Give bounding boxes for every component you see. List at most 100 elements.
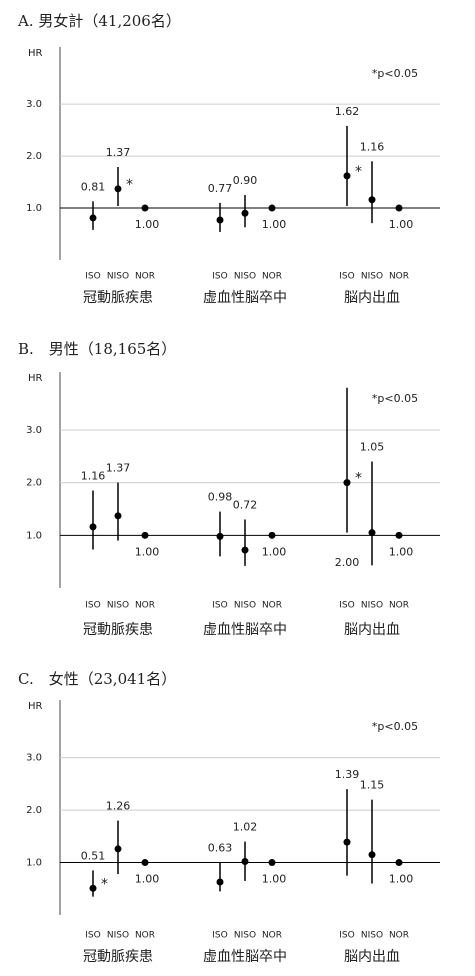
point — [268, 531, 276, 539]
point — [395, 204, 403, 212]
category-label: NOR — [262, 601, 282, 611]
category-label: NISO — [107, 272, 129, 282]
group-label: 脳内出血 — [344, 290, 400, 306]
value-label: 1.16 — [81, 470, 106, 483]
category-label: NOR — [389, 601, 409, 611]
point — [241, 858, 249, 866]
category-label: NOR — [135, 931, 155, 941]
point — [89, 214, 97, 222]
value-label: 1.37 — [106, 146, 131, 159]
category-label: NISO — [234, 272, 256, 282]
significance-mark: * — [126, 177, 133, 193]
significance-mark: * — [355, 471, 362, 487]
value-label: 1.02 — [233, 821, 258, 834]
value-label: 0.81 — [81, 180, 106, 193]
value-label: 0.77 — [208, 182, 233, 195]
y-tick-label: 1.0 — [26, 858, 42, 869]
y-axis-label: HR — [28, 701, 43, 712]
point — [241, 209, 249, 217]
value-label: 1.00 — [135, 873, 160, 886]
group-label: 冠動脈疾患 — [83, 290, 153, 306]
panel-title: B. 男性（18,165名） — [18, 340, 176, 358]
y-tick-label: 3.0 — [26, 753, 42, 764]
point — [89, 884, 97, 892]
category-label: ISO — [339, 931, 354, 941]
y-axis-label: HR — [28, 373, 43, 384]
category-label: ISO — [85, 272, 100, 282]
point — [114, 512, 122, 520]
category-label: ISO — [85, 601, 100, 611]
category-label: ISO — [212, 272, 227, 282]
y-tick-label: 2.0 — [26, 151, 42, 162]
point — [141, 859, 149, 867]
value-label: 1.16 — [360, 140, 385, 153]
value-label: 2.00 — [335, 556, 360, 569]
category-label: ISO — [212, 601, 227, 611]
value-label: 1.62 — [335, 105, 360, 118]
group-label: 虚血性脳卒中 — [203, 949, 287, 965]
point — [268, 859, 276, 867]
y-tick-label: 2.0 — [26, 805, 42, 816]
point — [395, 531, 403, 539]
point — [343, 479, 351, 487]
value-label: 0.63 — [208, 842, 233, 855]
value-label: 1.26 — [106, 800, 131, 813]
panel-title: C. 女性（23,041名） — [18, 670, 176, 688]
category-label: NOR — [262, 931, 282, 941]
y-tick-label: 1.0 — [26, 203, 42, 214]
category-label: NOR — [135, 272, 155, 282]
y-tick-label: 3.0 — [26, 425, 42, 436]
value-label: 0.51 — [81, 849, 106, 862]
point — [216, 216, 224, 224]
group-label: 冠動脈疾患 — [83, 949, 153, 965]
point — [216, 878, 224, 886]
category-label: NISO — [107, 601, 129, 611]
value-label: 1.00 — [135, 218, 160, 231]
category-label: ISO — [339, 272, 354, 282]
value-label: 1.39 — [335, 768, 360, 781]
value-label: 1.15 — [360, 779, 385, 792]
point — [268, 204, 276, 212]
category-label: NISO — [234, 601, 256, 611]
category-label: NISO — [361, 931, 383, 941]
category-label: ISO — [339, 601, 354, 611]
value-label: 1.00 — [389, 545, 414, 558]
point — [141, 204, 149, 212]
point — [216, 532, 224, 540]
value-label: 1.00 — [262, 218, 287, 231]
group-label: 虚血性脳卒中 — [203, 290, 287, 306]
value-label: 1.00 — [389, 873, 414, 886]
value-label: 1.00 — [262, 545, 287, 558]
category-label: NISO — [234, 931, 256, 941]
point — [89, 523, 97, 531]
group-label: 脳内出血 — [344, 622, 400, 638]
category-label: NOR — [262, 272, 282, 282]
value-label: 0.72 — [233, 499, 258, 512]
y-tick-label: 1.0 — [26, 530, 42, 541]
annotation: *p<0.05 — [372, 720, 418, 733]
category-label: NISO — [361, 601, 383, 611]
value-label: 1.05 — [360, 441, 385, 454]
category-label: NOR — [135, 601, 155, 611]
point — [368, 851, 376, 859]
y-tick-label: 3.0 — [26, 99, 42, 110]
point — [114, 185, 122, 193]
value-label: 0.90 — [233, 174, 258, 187]
point — [241, 546, 249, 554]
annotation: *p<0.05 — [372, 67, 418, 80]
value-label: 1.00 — [262, 873, 287, 886]
point — [141, 531, 149, 539]
group-label: 脳内出血 — [344, 949, 400, 965]
value-label: 1.00 — [135, 545, 160, 558]
group-label: 虚血性脳卒中 — [203, 622, 287, 638]
point — [368, 196, 376, 204]
significance-mark: * — [355, 164, 362, 180]
y-tick-label: 2.0 — [26, 478, 42, 489]
point — [343, 172, 351, 180]
point — [368, 529, 376, 537]
category-label: ISO — [85, 931, 100, 941]
category-label: NOR — [389, 931, 409, 941]
category-label: NOR — [389, 272, 409, 282]
point — [395, 859, 403, 867]
